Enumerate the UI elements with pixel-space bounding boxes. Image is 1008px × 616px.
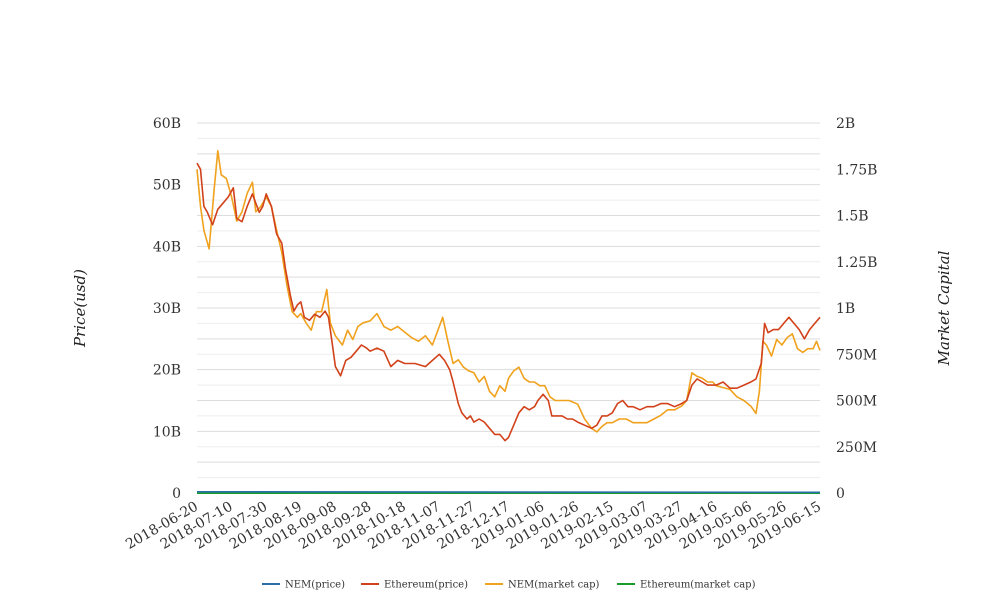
y-left-tick-label: 0	[172, 486, 181, 502]
y-right-tick-label: 750M	[836, 347, 877, 363]
y-left-tick-label: 50B	[153, 178, 181, 194]
y-right-tick-label: 1.5B	[836, 209, 869, 225]
y-left-tick-label: 10B	[153, 424, 181, 440]
y-axis-left-title: Price(usd)	[71, 269, 89, 348]
legend-label: NEM(price)	[285, 580, 345, 591]
legend-label: NEM(market cap)	[508, 580, 600, 591]
series-line-3	[196, 150, 821, 433]
series-line-1	[196, 490, 821, 494]
grid-lines	[197, 122, 820, 494]
y-right-tick-label: 1.75B	[836, 162, 877, 178]
y-right-tick-label: 500M	[836, 394, 877, 410]
x-axis: 2018-06-202018-07-102018-07-302018-08-19…	[123, 499, 824, 553]
y-right-tick-label: 1B	[836, 301, 855, 317]
y-axis-left: 0 10B 20B 30B 40B 50B 60B	[153, 116, 181, 502]
legend-label: Ethereum(price)	[384, 580, 468, 591]
y-left-tick-label: 20B	[153, 363, 181, 379]
y-right-tick-label: 250M	[836, 440, 877, 456]
y-left-tick-label: 60B	[153, 116, 181, 132]
legend: NEM(price) Ethereum(price) NEM(market cap)…	[262, 580, 756, 591]
y-right-tick-label: 2B	[836, 116, 855, 132]
y-right-tick-label: 0	[836, 486, 845, 502]
y-axis-right: 0 250M 500M 750M 1B 1.25B 1.5B 1.75B 2B	[836, 116, 877, 502]
y-left-tick-label: 40B	[153, 239, 181, 255]
y-left-tick-label: 30B	[153, 301, 181, 317]
y-right-tick-label: 1.25B	[836, 255, 877, 271]
y-axis-right-title: Market Capital	[935, 250, 953, 366]
series-line-2	[196, 162, 821, 442]
series-lines	[196, 150, 821, 494]
legend-label: Ethereum(market cap)	[640, 580, 756, 591]
